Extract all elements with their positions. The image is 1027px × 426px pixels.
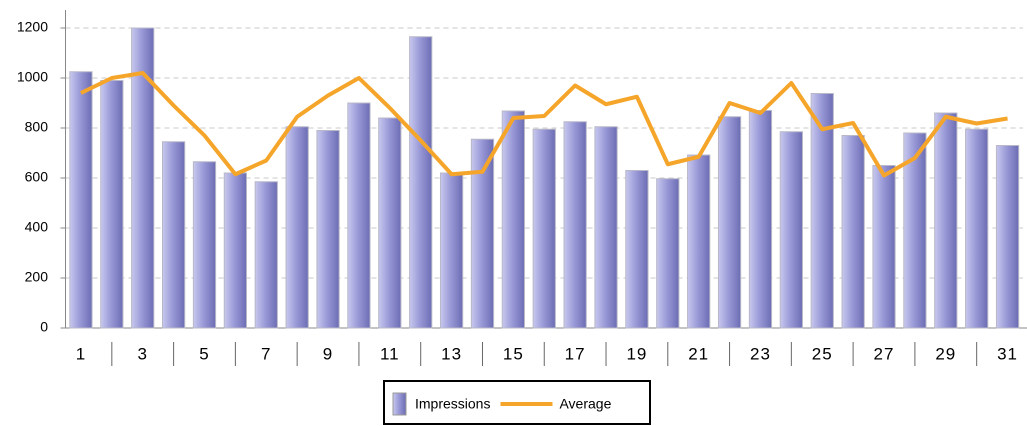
bar: [656, 178, 680, 329]
bar: [409, 36, 433, 329]
y-tick-label: 800: [25, 119, 49, 135]
y-tick-label: 1200: [17, 19, 48, 35]
bar: [903, 132, 927, 329]
bar: [223, 172, 247, 329]
bar: [470, 138, 495, 329]
legend-swatch: [392, 392, 407, 416]
bar: [347, 102, 371, 329]
x-tick-label: 25: [812, 344, 833, 363]
bar: [439, 172, 464, 329]
bar: [131, 27, 155, 329]
bar: [100, 80, 124, 329]
bar: [316, 130, 340, 329]
x-tick-label: 1: [76, 344, 86, 363]
x-tick-label: 11: [380, 344, 400, 363]
x-tick-label: 23: [750, 344, 771, 363]
bar: [501, 110, 525, 329]
bar: [748, 110, 773, 329]
x-tick-label: 15: [503, 344, 524, 363]
bar: [965, 128, 989, 329]
bar: [810, 93, 834, 329]
bar: [995, 145, 1020, 329]
bar: [872, 165, 896, 329]
bar: [563, 121, 587, 329]
x-tick-label: 7: [261, 344, 271, 363]
y-tick-label: 400: [25, 219, 49, 235]
bar: [717, 116, 742, 329]
x-tick-label: 29: [935, 344, 956, 363]
x-tick-label: 9: [323, 344, 333, 363]
line: [80, 71, 1008, 178]
bar: [532, 128, 556, 329]
bar: [934, 112, 958, 329]
bar: [192, 161, 217, 329]
x-tick-label: 17: [565, 344, 586, 363]
legend-label: Average: [559, 396, 611, 412]
y-tick-label: 0: [40, 319, 48, 335]
legend: Impressions Average: [383, 380, 651, 425]
bar: [594, 126, 618, 329]
bar: [378, 117, 402, 329]
x-tick-label: 3: [137, 344, 147, 363]
x-tick-label: 31: [997, 344, 1018, 363]
x-tick-label: 5: [199, 344, 209, 363]
bar: [69, 71, 93, 329]
bar: [779, 131, 803, 329]
y-tick-label: 600: [25, 169, 49, 185]
bar: [687, 154, 711, 329]
x-tick-label: 21: [688, 344, 709, 363]
bar: [841, 135, 865, 329]
x-tick-label: 19: [626, 344, 647, 363]
x-tick-label: 13: [441, 344, 462, 363]
x-tick-label: 27: [874, 344, 895, 363]
bar: [254, 181, 278, 329]
bar: [625, 170, 649, 329]
bar: [161, 141, 186, 329]
bar: [285, 126, 309, 329]
y-tick-label: 200: [25, 269, 49, 285]
y-tick-label: 1000: [17, 69, 48, 85]
legend-label: Impressions: [415, 396, 490, 412]
